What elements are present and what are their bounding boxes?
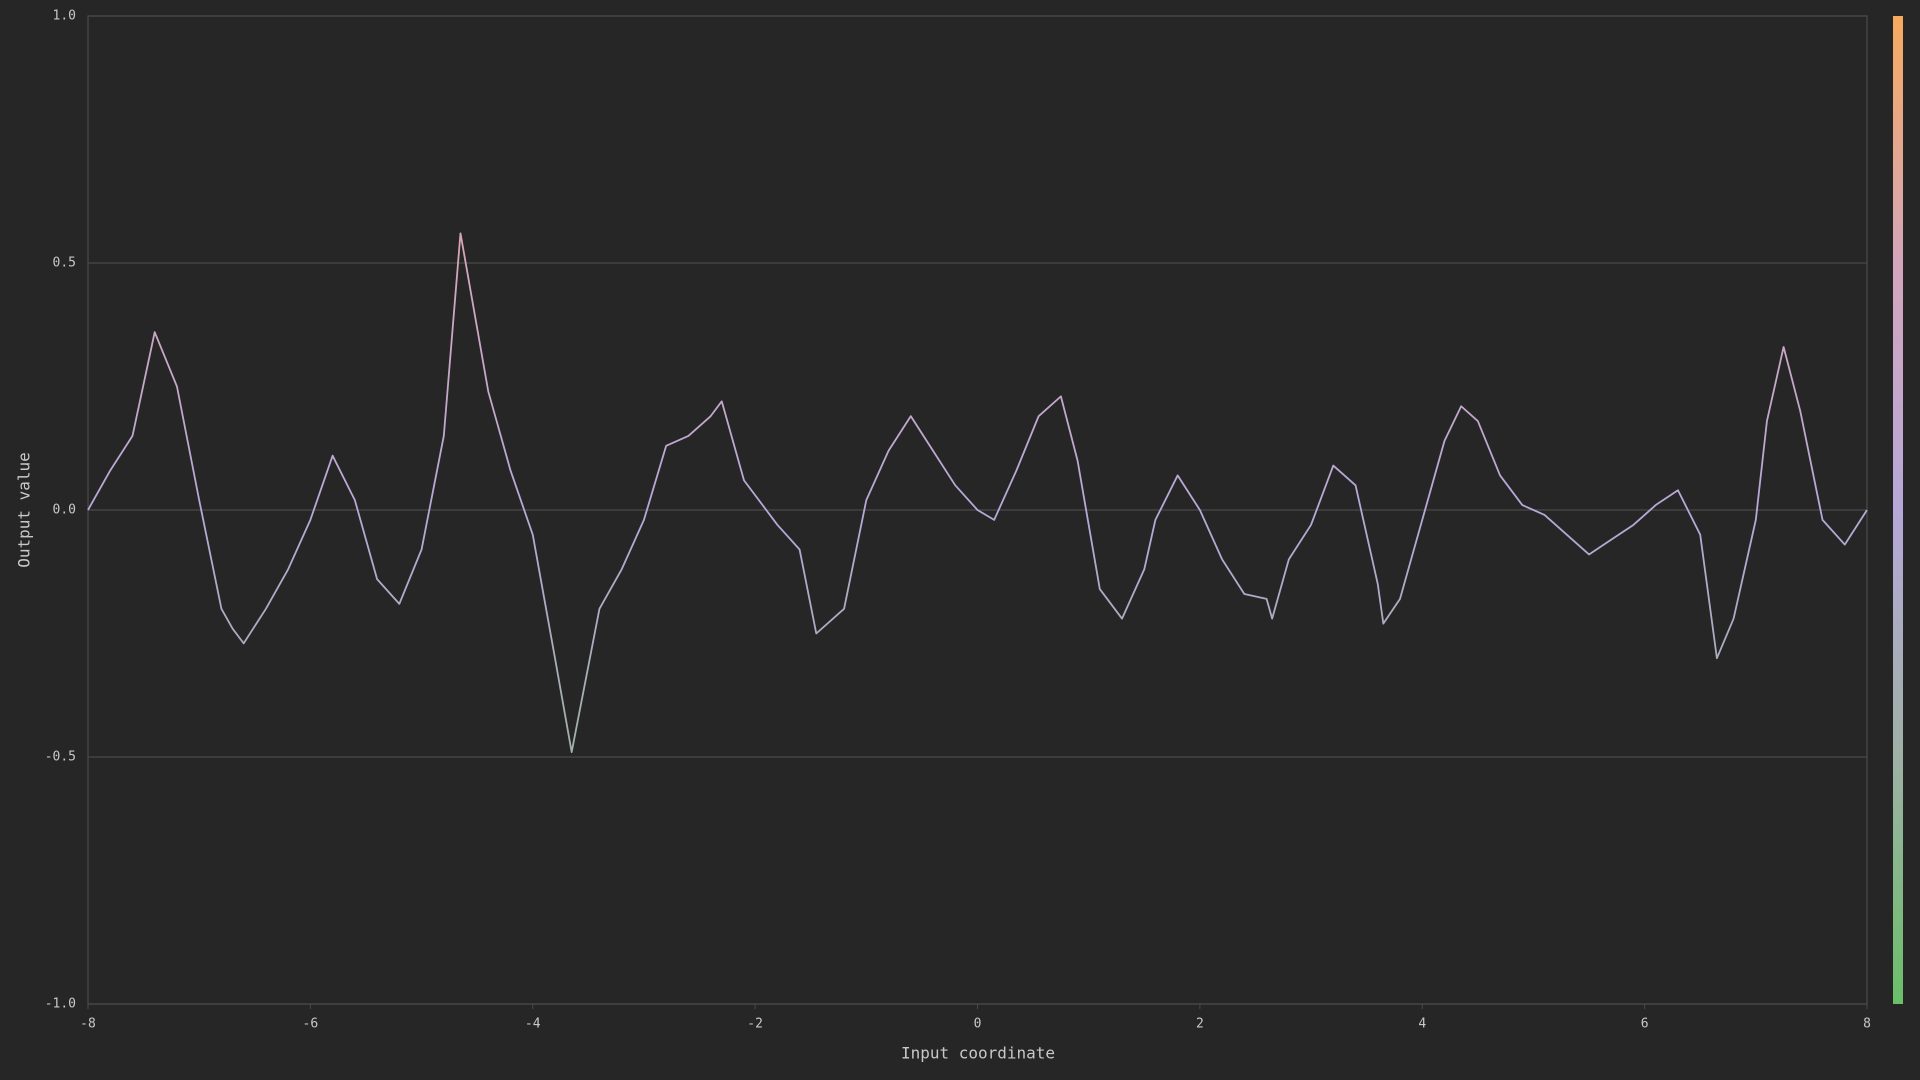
y-tick-label: 0.0: [53, 503, 76, 518]
x-tick-label: 8: [1863, 1017, 1871, 1032]
x-axis-label: Input coordinate: [901, 1044, 1055, 1063]
y-tick-label: 1.0: [53, 9, 76, 24]
x-tick-label: 4: [1418, 1017, 1426, 1032]
line: [87, 232, 1868, 753]
y-axis-label: Output value: [15, 452, 34, 568]
x-tick-label: -4: [525, 1017, 541, 1032]
x-tick-label: -2: [747, 1017, 763, 1032]
x-tick-label: -8: [80, 1017, 96, 1032]
y-tick-label: -1.0: [45, 997, 76, 1012]
y-tick-label: -0.5: [45, 750, 76, 765]
x-tick-label: 0: [974, 1017, 982, 1032]
y-tick-label: 0.5: [53, 256, 76, 271]
x-tick-label: 2: [1196, 1017, 1204, 1032]
x-tick-label: 6: [1641, 1017, 1649, 1032]
colorbar: [1893, 16, 1903, 1004]
x-tick-label: -6: [303, 1017, 319, 1032]
